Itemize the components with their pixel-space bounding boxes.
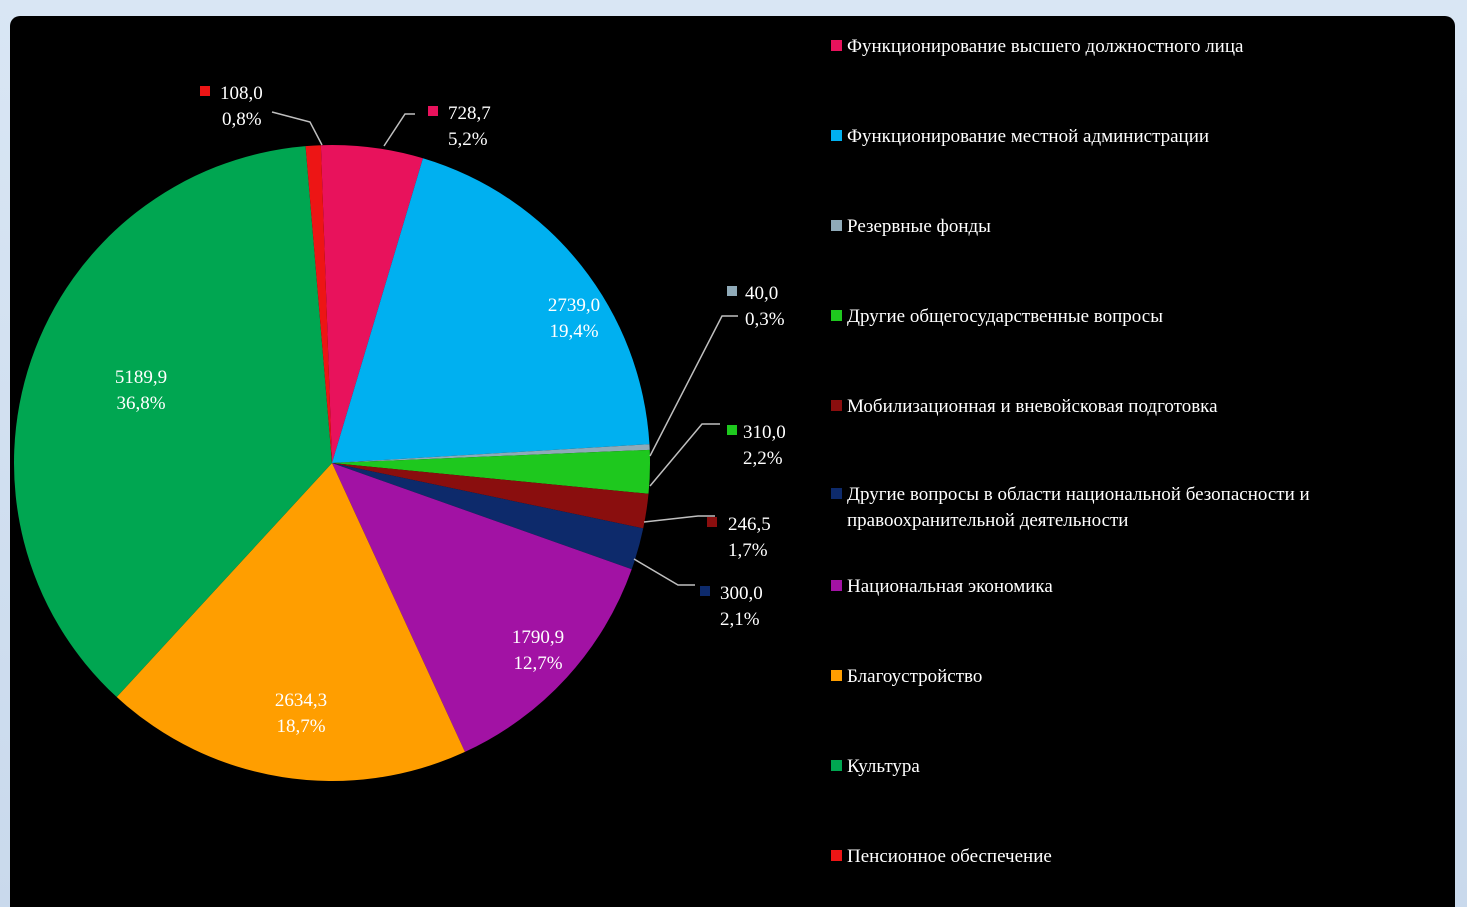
legend-label: Национальная экономика <box>847 576 1053 597</box>
legend-item: Благоустройство <box>831 664 1431 690</box>
legend-label: Культура <box>847 756 920 777</box>
legend-item: Другие общегосударственные вопросы <box>831 304 1431 330</box>
legend-item: Пенсионное обеспечение <box>831 844 1431 870</box>
label-swatch <box>700 586 710 596</box>
legend-item: Другие вопросы в области национальной бе… <box>831 482 1431 534</box>
leader-line <box>649 315 738 457</box>
data-label-value: 2634,3 <box>275 690 327 711</box>
legend-swatch <box>831 488 842 499</box>
data-label-percent: 2,2% <box>743 448 783 469</box>
data-label-percent: 2,1% <box>720 609 760 630</box>
leader-line <box>643 515 715 523</box>
data-label-value: 40,0 <box>745 283 778 304</box>
legend-swatch <box>831 760 842 771</box>
data-label-percent: 0,8% <box>222 109 262 130</box>
data-label-value: 300,0 <box>720 583 763 604</box>
legend-item: Резервные фонды <box>831 214 1431 240</box>
legend-item: Национальная экономика <box>831 574 1431 600</box>
data-label-value: 728,7 <box>448 103 491 124</box>
legend-swatch <box>831 220 842 231</box>
legend-label: Пенсионное обеспечение <box>847 846 1052 867</box>
data-label-percent: 12,7% <box>513 653 562 674</box>
legend-swatch <box>831 670 842 681</box>
legend-swatch <box>831 40 842 51</box>
data-label-value: 2739,0 <box>548 295 600 316</box>
label-swatch <box>200 86 210 96</box>
legend-label: Мобилизационная и вневойсковая подготовк… <box>847 396 1218 417</box>
pie-slice <box>116 463 465 782</box>
legend-item: Мобилизационная и вневойсковая подготовк… <box>831 394 1431 420</box>
data-label-percent: 5,2% <box>448 129 488 150</box>
pie-slice <box>332 463 632 752</box>
leader-line <box>633 558 695 586</box>
pie-slice <box>305 145 332 463</box>
pie-slice <box>332 463 649 529</box>
label-swatch <box>727 425 737 435</box>
data-label-value: 108,0 <box>220 83 263 104</box>
legend-label: Другие общегосударственные вопросы <box>847 306 1163 327</box>
legend-swatch <box>831 130 842 141</box>
label-swatch <box>707 517 717 527</box>
data-label-value: 1790,9 <box>512 627 564 648</box>
legend-label: Резервные фонды <box>847 216 991 237</box>
data-label-value: 310,0 <box>743 422 786 443</box>
pie-slice <box>320 144 423 464</box>
data-label-percent: 1,7% <box>728 540 768 561</box>
legend-label: Другие вопросы в области национальной бе… <box>847 484 1310 531</box>
chart-panel: 728,7 5,2% 2739,0 19,4% 40,0 0,3% 310,0 2,2% 246… <box>10 16 1455 907</box>
pie-slice <box>332 158 650 463</box>
legend-swatch <box>831 850 842 861</box>
data-label-value: 246,5 <box>728 514 771 535</box>
data-label-percent: 18,7% <box>276 716 325 737</box>
legend-item: Культура <box>831 754 1431 780</box>
legend-label: Функционирование высшего должностного ли… <box>847 36 1244 57</box>
legend-swatch <box>831 310 842 321</box>
legend-label: Благоустройство <box>847 666 983 687</box>
data-label-value: 5189,9 <box>115 367 167 388</box>
leader-line <box>649 423 720 487</box>
data-label-percent: 0,3% <box>745 309 785 330</box>
legend-item: Функционирование высшего должностного ли… <box>831 34 1431 60</box>
data-label-percent: 19,4% <box>549 321 598 342</box>
leader-line <box>271 111 323 146</box>
legend-swatch <box>831 400 842 411</box>
pie-slice <box>13 146 332 698</box>
label-swatch <box>428 106 438 116</box>
legend-label: Функционирование местной администрации <box>847 126 1210 147</box>
pie-slice <box>332 463 644 570</box>
leader-line <box>383 113 415 147</box>
pie-slice <box>332 444 650 463</box>
pie-slice <box>332 449 651 494</box>
data-label-percent: 36,8% <box>116 393 165 414</box>
pie-chart: 728,7 5,2% 2739,0 19,4% 40,0 0,3% 310,0 2,2% 246… <box>13 83 786 782</box>
legend-swatch <box>831 580 842 591</box>
label-swatch <box>727 286 737 296</box>
legend-item: Функционирование местной администрации <box>831 124 1431 150</box>
